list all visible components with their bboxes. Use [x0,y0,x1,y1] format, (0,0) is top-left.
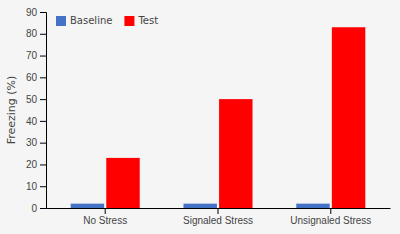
bar [106,158,139,208]
y-tick-mark [40,186,46,187]
x-tick: Signaled Stress [183,208,253,226]
y-tick-label: 60 [26,72,38,83]
y-axis-line [40,13,47,209]
y-tick-mark [40,99,46,100]
y-axis-title: Freezing (%) [5,76,18,145]
y-tick-label: 40 [26,116,38,127]
y-tick: 40 [26,116,46,127]
y-tick-label: 10 [26,181,38,192]
y-tick-label: 30 [26,137,38,148]
legend: Baseline Test [56,15,158,26]
y-tick-label: 90 [26,7,38,18]
y-tick: 60 [26,72,46,83]
x-tick-label: Unsignaled Stress [290,215,371,226]
y-tick: 20 [26,159,46,170]
legend-label: Test [137,15,158,26]
x-tick-label: Signaled Stress [183,215,253,226]
x-tick: No Stress [83,208,127,226]
x-tick-mark [105,208,106,214]
legend-swatch [56,16,66,26]
y-tick-mark [40,12,46,13]
bar-series [106,27,365,208]
plot: 0 10 20 30 40 50 60 70 80 90 No Stress Signaled Str… [26,7,391,226]
y-tick-mark [40,121,46,122]
y-axis: 0 10 20 30 40 50 60 70 80 90 [26,7,47,214]
y-tick: 70 [26,50,46,61]
x-tick-label: No Stress [83,215,127,226]
y-tick-label: 0 [31,203,37,214]
y-tick-mark [40,56,46,57]
y-tick-label: 80 [26,28,38,39]
bar [219,99,252,208]
y-tick-label: 20 [26,159,38,170]
bar [71,204,104,208]
y-tick-mark [40,34,46,35]
bar [332,27,365,208]
y-tick-mark [40,164,46,165]
x-axis: No Stress Signaled Stress Unsignaled Stres… [47,208,391,226]
y-tick-mark [40,208,46,209]
x-tick-mark [330,208,331,214]
x-tick-mark [218,208,219,214]
y-tick-label: 70 [26,50,38,61]
legend-swatch [124,16,134,26]
y-tick: 30 [26,137,46,148]
legend-item: Baseline [56,15,112,26]
bars [71,27,366,208]
chart: 0 10 20 30 40 50 60 70 80 90 No Stress Signaled Str… [0,0,400,234]
legend-label: Baseline [70,15,112,26]
y-tick: 10 [26,181,46,192]
bar [296,204,329,208]
legend-item: Test [124,15,158,26]
y-tick: 50 [26,94,46,105]
y-tick: 0 [31,203,46,214]
y-tick-mark [40,77,46,78]
y-tick-label: 50 [26,94,38,105]
y-tick: 80 [26,28,46,39]
x-tick: Unsignaled Stress [290,208,371,226]
y-tick-mark [40,143,46,144]
bar [183,204,216,208]
y-tick: 90 [26,7,46,18]
